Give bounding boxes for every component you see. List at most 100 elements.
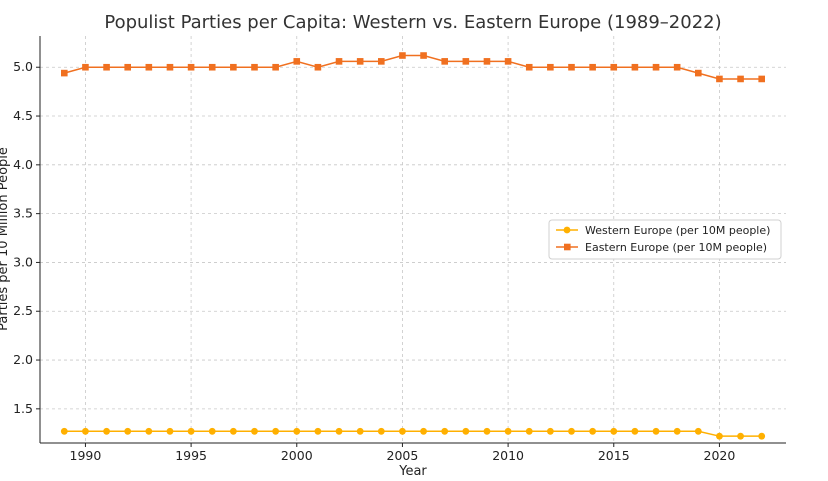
data-point [504,58,512,65]
data-point [568,63,575,71]
data-point [251,427,258,435]
data-point [631,427,639,435]
data-point [230,63,237,71]
data-point [546,427,554,435]
data-point [420,427,427,435]
data-point [335,427,343,435]
data-point [208,427,216,435]
data-point [208,63,216,71]
data-point [652,63,660,71]
x-ticks: 1990 1995 2000 2005 2010 2015 2020 [70,443,736,463]
data-point [187,427,195,435]
data-point [589,427,597,435]
data-point [166,427,174,435]
y-tick-label: 3.0 [13,254,33,269]
data-point [737,432,744,440]
y-tick-label: 5.0 [13,59,33,74]
data-point [525,63,533,71]
data-point [166,63,174,71]
data-point [293,427,301,435]
legend-marker [564,243,571,251]
legend-marker [563,226,571,234]
data-point [504,427,512,435]
data-point [145,427,153,435]
x-tick-label: 2005 [387,448,419,463]
data-point [673,427,681,435]
data-point [124,427,132,435]
data-point [103,427,110,435]
data-point [694,427,702,435]
x-tick-label: 2020 [704,448,736,463]
data-point [610,63,618,71]
grid [40,36,786,443]
data-point [314,427,322,435]
y-tick-label: 1.5 [13,401,33,416]
data-point [525,427,533,435]
data-point [420,52,427,59]
data-point [589,63,596,71]
data-point [694,69,702,77]
data-point [187,63,195,71]
data-point [60,427,68,435]
x-tick-label: 1995 [175,448,207,463]
data-point [293,58,301,65]
y-tick-label: 2.5 [13,303,33,318]
data-point [82,427,89,435]
data-point [356,58,364,65]
x-axis-label: Year [398,464,427,479]
legend-box [548,219,782,260]
data-point [399,52,406,59]
data-point [272,427,280,435]
x-tick-label: 1990 [70,448,102,463]
data-point [61,69,68,77]
axes [39,36,786,444]
data-point [145,63,153,71]
data-point [547,63,554,71]
legend-label: Eastern Europe (per 10M people) [585,241,767,254]
y-tick-label: 4.0 [13,157,33,172]
data-point [462,427,470,435]
data-point [378,58,385,65]
data-point [356,427,364,435]
data-point [229,427,237,435]
data-point [441,427,449,435]
data-point [335,58,343,65]
data-point [568,427,575,435]
data-point [716,432,723,440]
data-point [716,75,723,83]
y-tick-label: 2.0 [13,352,33,367]
data-point [673,63,681,71]
data-point [103,63,110,71]
y-tick-label: 4.5 [13,108,33,123]
data-point [251,63,258,71]
data-point [82,63,89,71]
series-0 [60,427,766,440]
series-line [64,54,762,80]
x-tick-label: 2015 [598,448,630,463]
data-point [652,427,660,435]
data-point [272,63,279,71]
data-point [483,427,491,435]
data-point [462,58,470,65]
data-point [441,58,448,65]
data-point [737,75,744,83]
data-point [483,58,491,65]
data-point [631,63,639,71]
x-tick-label: 2010 [492,448,524,463]
legend-label: Western Europe (per 10M people) [585,224,770,237]
data-point [399,427,406,435]
y-axis-label: Parties per 10 Million People [0,147,11,331]
series-line [64,430,762,437]
chart-title: Populist Parties per Capita: Western vs.… [104,12,721,33]
x-tick-label: 2000 [281,448,313,463]
y-ticks: 1.5 2.0 2.5 3.0 3.5 4.0 4.5 5.0 [13,59,40,416]
data-point [758,75,765,83]
series-1 [61,52,765,83]
y-tick-label: 3.5 [13,206,33,221]
data-point [377,427,385,435]
legend: Western Europe (per 10M people) Eastern E… [548,219,782,260]
data-point [314,63,322,71]
data-point [610,427,618,435]
data-point [124,63,132,71]
